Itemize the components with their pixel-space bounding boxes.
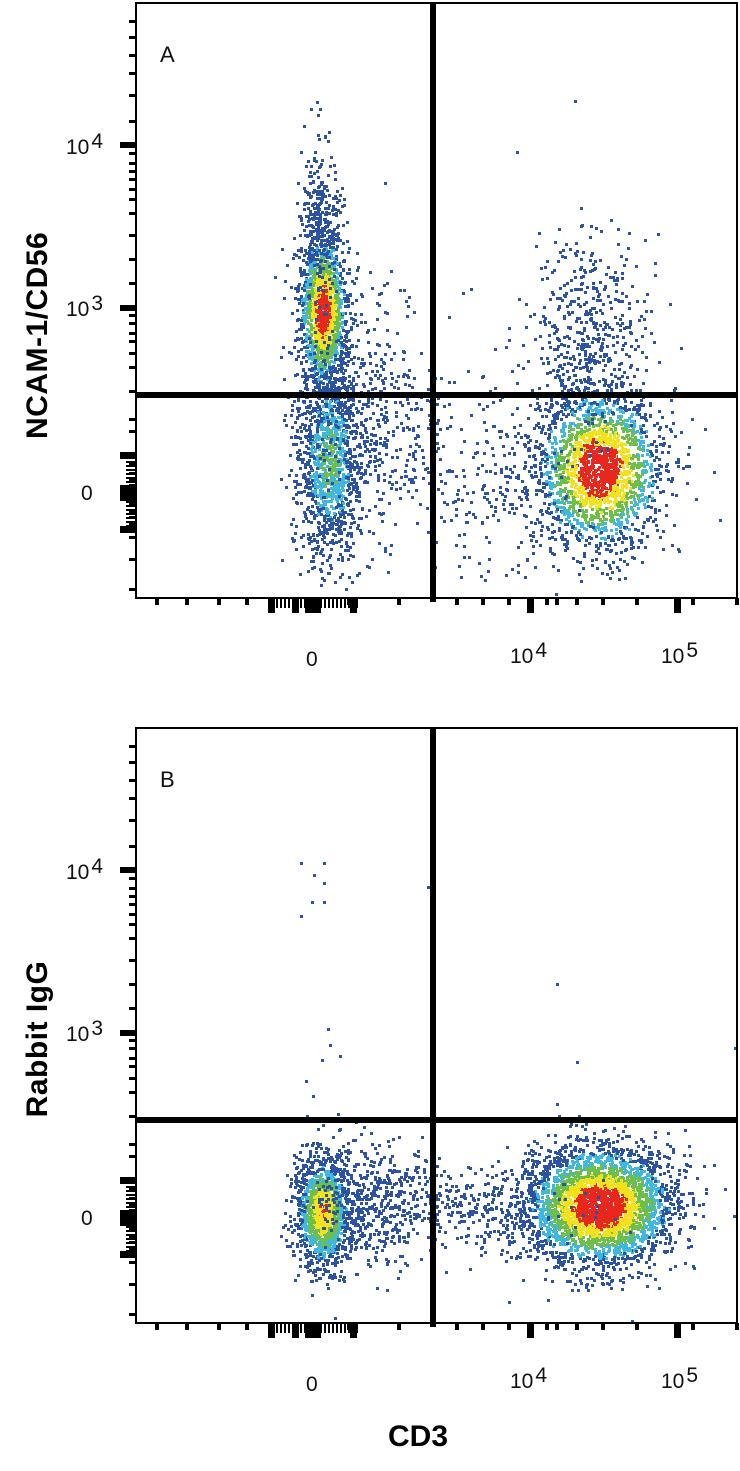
x-tick-b-1e4: 104	[510, 1364, 548, 1393]
x-tick-b-1e5: 105	[661, 1364, 699, 1393]
plot-area-a	[120, 2, 739, 613]
dots-a	[274, 100, 722, 596]
y-tick-a-0: 0	[81, 482, 93, 505]
dots-b	[280, 862, 737, 1323]
panel-letter-b: B	[160, 767, 175, 792]
y-tick-a-1e3: 103	[66, 292, 104, 321]
panel-a: A NCAM-1/CD56 104 103 0 0 104 105	[0, 0, 740, 700]
x-tick-a-1e4: 104	[510, 639, 548, 668]
axes	[120, 727, 739, 1338]
y-axis-title-b: Rabbit IgG	[21, 960, 54, 1118]
x-axis-title: CD3	[388, 1420, 449, 1453]
y-tick-b-1e4: 104	[66, 855, 104, 884]
y-tick-a-1e4: 104	[66, 130, 104, 159]
x-tick-a-1e5: 105	[661, 639, 699, 668]
panel-b: B Rabbit IgG 104 103 0 0 104 105	[0, 725, 740, 1396]
axes	[120, 2, 739, 613]
x-tick-b-0: 0	[306, 1373, 318, 1396]
panel-letter-a: A	[160, 42, 175, 67]
y-tick-b-1e3: 103	[66, 1017, 104, 1046]
plot-area-b	[120, 727, 739, 1338]
y-tick-b-0: 0	[81, 1207, 93, 1230]
y-axis-title-a: NCAM-1/CD56	[21, 231, 54, 439]
x-tick-a-0: 0	[306, 648, 318, 671]
